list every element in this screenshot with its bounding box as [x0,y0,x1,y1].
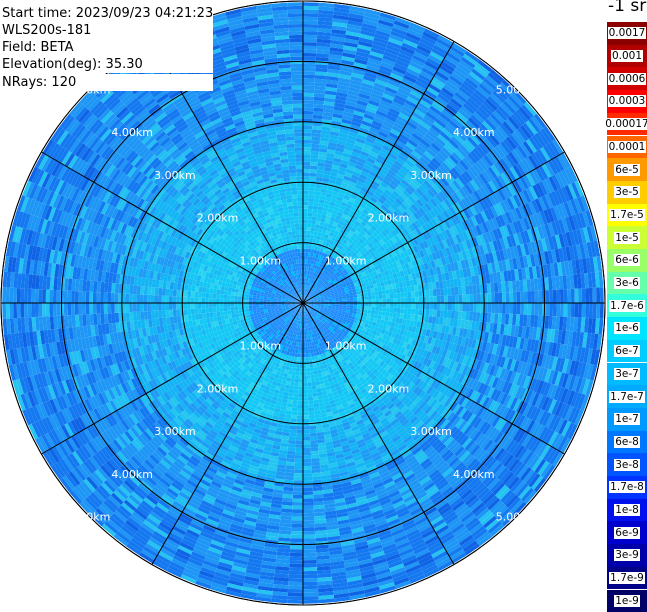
colorbar-cell: 1e-5 [607,226,647,249]
range-label: 2.00km [368,212,410,225]
colorbar-cell: 3e-5 [607,181,647,204]
range-label: 1.00km [325,254,367,267]
colorbar-tick-label: 6e-5 [614,164,640,176]
colorbar-tick-label: 3e-8 [614,459,640,471]
colorbar-tick-label: 0.0006 [608,73,647,85]
range-label: 2.00km [197,212,239,225]
colorbar-cell: 0.001 [607,45,647,68]
colorbar-tick-label: 3e-6 [614,277,640,289]
colorbar-tick-label: 1e-5 [614,232,640,244]
field-label: Field: BETA [0,39,213,56]
colorbar-cell: 3e-9 [607,544,647,567]
nrays-label: NRays: 120 [0,74,213,91]
colorbar-unit: -1 sr [608,0,646,16]
range-label: 1.00km [240,340,282,353]
colorbar-tick-label: 6e-7 [614,345,640,357]
range-label: 1.00km [240,254,282,267]
colorbar-tick-label: 0.001 [611,50,643,62]
range-label: 4.00km [111,126,153,139]
colorbar-cell: 1e-8 [607,499,647,522]
colorbar-cell: 1.7e-9 [607,567,647,590]
instrument-label: WLS200s-181 [0,22,213,39]
range-label: 2.00km [368,382,410,395]
range-label: 4.00km [453,468,495,481]
range-label: 3.00km [410,425,452,438]
colorbar-tick-label: 0.0017 [608,27,647,39]
colorbar-cell: 6e-5 [607,158,647,181]
colorbar-tick-label: 1.7e-7 [609,391,645,403]
colorbar-tick-label: 0.0003 [608,95,647,107]
colorbar-tick-label: 1e-7 [614,413,640,425]
start-time-label: Start time: 2023/09/23 04:21:23 [0,5,213,22]
colorbar-tick-label: 3e-5 [614,186,640,198]
range-label: 5.00km [496,511,538,524]
range-label: 1.00km [325,340,367,353]
colorbar-cell: 1e-9 [607,590,647,612]
colorbar-cell: 3e-7 [607,363,647,386]
range-label: 4.00km [111,468,153,481]
colorbar-tick-label: 1.7e-9 [609,572,645,584]
colorbar-cell: 6e-6 [607,249,647,272]
range-label: 4.00km [453,126,495,139]
colorbar-tick-label: 1.7e-5 [609,209,645,221]
colorbar-cell: 0.0017 [607,22,647,45]
colorbar-cell: 1.7e-7 [607,385,647,408]
colorbar-tick-label: 3e-7 [614,368,640,380]
colorbar-cell: 0.00017 [607,113,647,136]
range-label: 2.00km [197,382,239,395]
colorbar-cell: 6e-8 [607,431,647,454]
colorbar-cell: 1.7e-6 [607,294,647,317]
range-label: 5.00km [69,511,111,524]
colorbar-tick-label: 1e-9 [614,595,640,607]
colorbar-tick-label: 6e-6 [614,254,640,266]
colorbar-cell: 1.7e-5 [607,204,647,227]
colorbar-tick-label: 0.00017 [604,118,647,130]
colorbar-cell: 3e-6 [607,272,647,295]
colorbar-tick-label: 1e-8 [614,504,640,516]
colorbar-cell: 6e-9 [607,521,647,544]
colorbar-cell: 0.0003 [607,90,647,113]
colorbar-tick-label: 1e-6 [614,322,640,334]
range-label: 3.00km [410,169,452,182]
range-label: 3.00km [154,169,196,182]
colorbar-cell: 0.0006 [607,67,647,90]
colorbar-tick-label: 6e-9 [614,527,640,539]
colorbar-cell: 1e-6 [607,317,647,340]
colorbar-cell: 3e-8 [607,453,647,476]
colorbar-tick-label: 1.7e-8 [609,481,645,493]
colorbar-cell: 6e-7 [607,340,647,363]
range-label: 3.00km [154,425,196,438]
colorbar-cell: 1e-7 [607,408,647,431]
colorbar-tick-label: 0.0001 [608,141,647,153]
colorbar-cell: 1.7e-8 [607,476,647,499]
colorbar-cell: 0.0001 [607,136,647,159]
colorbar-tick-label: 3e-9 [614,549,640,561]
scan-info-panel: Start time: 2023/09/23 04:21:23 WLS200s-… [0,5,213,91]
elevation-label: Elevation(deg): 35.30 [0,56,213,73]
range-label: 5.00km [496,84,538,97]
colorbar-tick-label: 6e-8 [614,436,640,448]
colorbar-tick-label: 1.7e-6 [609,300,645,312]
